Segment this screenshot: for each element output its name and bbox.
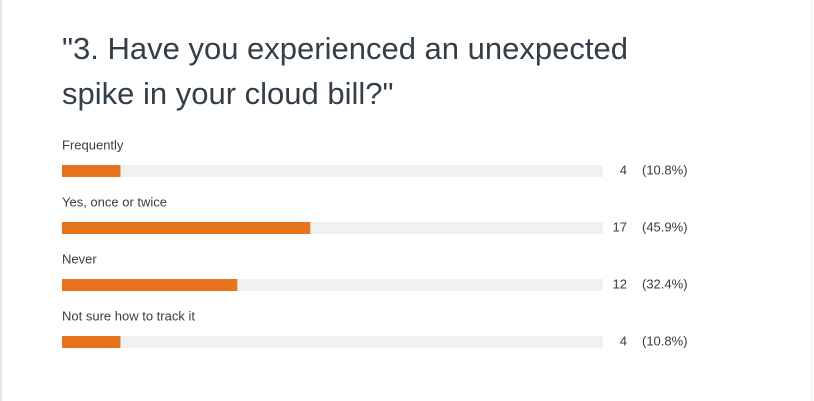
- count-label: 4: [620, 333, 627, 348]
- count-label: 12: [613, 276, 627, 291]
- percent-label: (10.8%): [642, 162, 688, 177]
- bar: [62, 336, 121, 348]
- percent-label: (32.4%): [642, 276, 688, 291]
- bar-track: [62, 165, 603, 177]
- category-label: Yes, once or twice: [62, 194, 167, 209]
- bar: [62, 165, 121, 177]
- bar-track: [62, 336, 603, 348]
- bar: [62, 222, 311, 234]
- category-label: Frequently: [62, 137, 124, 152]
- count-label: 4: [620, 162, 627, 177]
- count-label: 17: [613, 219, 627, 234]
- category-label: Not sure how to track it: [62, 308, 195, 323]
- category-label: Never: [62, 251, 97, 266]
- chart-title: "3. Have you experienced an unexpected s…: [62, 31, 628, 111]
- percent-label: (45.9%): [642, 219, 688, 234]
- percent-label: (10.8%): [642, 333, 688, 348]
- bar: [62, 279, 238, 291]
